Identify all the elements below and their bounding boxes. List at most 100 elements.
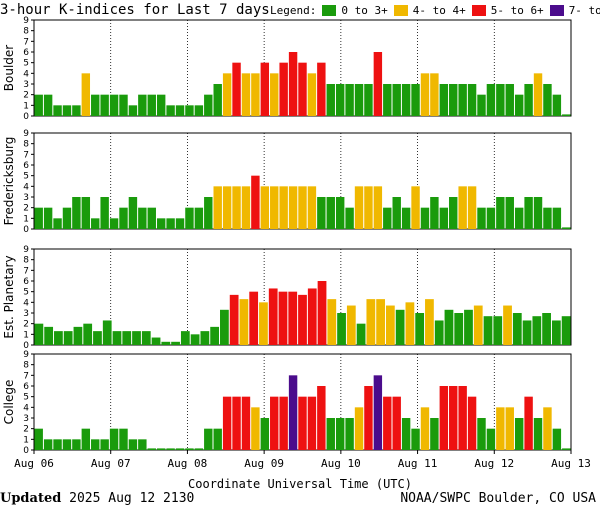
kp-bar (444, 309, 454, 345)
y-tick-label: 3 (23, 309, 29, 319)
kp-bar (156, 448, 166, 450)
y-tick-label: 1 (23, 435, 29, 445)
kp-bar (298, 396, 307, 450)
y-tick-label: 4 (23, 182, 29, 192)
kp-bar (449, 197, 458, 229)
kp-bar (326, 197, 335, 229)
kp-bar (62, 439, 72, 450)
kp-bar (278, 291, 288, 345)
kp-bar (505, 84, 514, 116)
kp-bar (132, 331, 141, 345)
kp-bar (524, 197, 533, 229)
kp-bar (335, 418, 345, 450)
y-tick-label: 9 (23, 350, 29, 360)
kp-bar (109, 218, 119, 229)
kp-bar (194, 207, 204, 229)
kp-bar (354, 407, 364, 450)
y-tick-label: 5 (23, 393, 29, 403)
kp-bar (147, 207, 156, 229)
kp-bar (524, 396, 533, 450)
y-tick-label: 3 (23, 414, 29, 424)
y-tick-label: 6 (23, 48, 29, 58)
x-tick-label: Aug 13 (551, 457, 591, 470)
x-axis-title: Coordinate Universal Time (UTC) (188, 477, 412, 491)
kp-bar (552, 428, 562, 450)
kp-bar (63, 331, 73, 345)
y-axis-label: Boulder (2, 45, 16, 92)
y-tick-label: 6 (23, 277, 29, 287)
kp-bar (53, 218, 62, 229)
kp-bar (268, 288, 278, 345)
kp-bar (326, 418, 335, 450)
legend-swatch (322, 5, 337, 16)
kp-bar (204, 428, 213, 450)
kp-bar (392, 197, 401, 229)
kp-bar (251, 175, 260, 229)
kp-bar (62, 105, 72, 116)
kp-bar (298, 62, 307, 116)
y-tick-label: 2 (23, 320, 29, 330)
y-tick-label: 5 (23, 59, 29, 69)
kp-bar (213, 428, 222, 450)
kp-bar (93, 331, 102, 345)
kp-bar (411, 84, 420, 116)
y-tick-label: 5 (23, 288, 29, 298)
y-tick-label: 7 (23, 266, 29, 276)
kp-bar (138, 94, 147, 116)
x-tick-label: Aug 07 (91, 457, 131, 470)
kp-bar (232, 62, 241, 116)
y-tick-label: 2 (23, 91, 29, 101)
kp-bar (307, 73, 317, 116)
kp-bar (138, 439, 147, 450)
kp-bar (364, 84, 373, 116)
kp-bar (335, 197, 345, 229)
kp-bar (109, 94, 119, 116)
kp-bar (222, 186, 232, 229)
kp-bar (288, 291, 298, 345)
kp-bar (473, 305, 483, 345)
kp-bar (354, 84, 364, 116)
kp-bar (533, 197, 543, 229)
kp-bar (467, 396, 477, 450)
kp-bar (298, 294, 307, 345)
kp-bar (180, 331, 190, 345)
kp-bar (522, 320, 532, 345)
y-tick-label: 6 (23, 382, 29, 392)
kp-bar (102, 320, 112, 345)
kp-bar (119, 94, 128, 116)
kp-bar (279, 396, 288, 450)
kp-bar (439, 207, 449, 229)
kp-bar (43, 207, 53, 229)
x-tick-label: Aug 10 (321, 457, 361, 470)
kp-bar (505, 407, 514, 450)
kp-bar (345, 207, 354, 229)
kp-bar (213, 84, 222, 116)
kp-bar (251, 73, 260, 116)
kp-bar (151, 337, 161, 345)
kp-bar (401, 84, 411, 116)
kp-bar (156, 94, 166, 116)
kp-bar (128, 439, 138, 450)
kp-bar (288, 52, 298, 116)
kp-bar (337, 313, 346, 345)
kp-bar (128, 197, 138, 229)
kp-bar (439, 386, 449, 450)
kp-bar (562, 227, 571, 229)
x-tick-label: Aug 08 (168, 457, 208, 470)
y-tick-label: 1 (23, 330, 29, 340)
kp-bar (241, 73, 251, 116)
kp-bar (467, 186, 477, 229)
kp-bar (430, 197, 439, 229)
kp-bar (503, 305, 512, 345)
kp-bar (514, 207, 524, 229)
kp-bar (496, 197, 505, 229)
kp-bar (166, 448, 175, 450)
legend-text: 0 to 3+ (341, 4, 388, 17)
kp-bar (270, 396, 279, 450)
kp-bar (204, 94, 213, 116)
kp-bar (335, 84, 345, 116)
kp-bar (279, 186, 288, 229)
kp-bar (543, 84, 552, 116)
kp-bar (430, 73, 439, 116)
y-tick-label: 3 (23, 80, 29, 90)
